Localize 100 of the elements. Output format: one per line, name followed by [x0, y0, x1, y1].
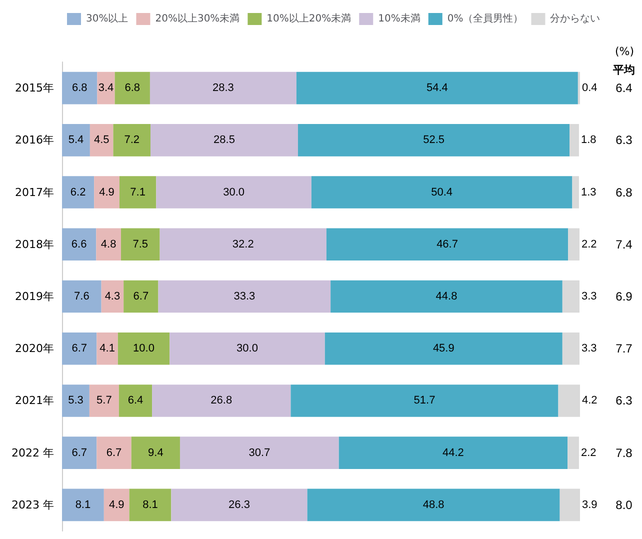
- bar: [113, 124, 150, 156]
- data-label: 7.1: [130, 186, 146, 198]
- data-label: 4.5: [94, 134, 110, 146]
- data-label: 30.0: [236, 342, 258, 355]
- bar: [324, 332, 562, 365]
- bar: [296, 72, 578, 104]
- data-label: 1.8: [580, 134, 596, 146]
- bar: [129, 488, 172, 522]
- y-tick-label: 2015年: [15, 82, 54, 95]
- text: 7.4: [616, 237, 633, 252]
- data-label: 8.1: [75, 498, 91, 511]
- data-label: 26.3: [228, 498, 250, 511]
- bar: [96, 436, 132, 469]
- data-label: 5.7: [96, 394, 112, 407]
- bar: [62, 488, 104, 522]
- data-label: 7.2: [124, 134, 140, 146]
- data-label: 3.3: [581, 342, 597, 355]
- data-label: 0.4: [582, 82, 598, 94]
- y-tick-label: 2018年: [15, 238, 54, 251]
- bar: [101, 280, 124, 313]
- legend-label: 20%以上30%未満: [155, 12, 240, 24]
- data-label: 4.3: [104, 290, 120, 302]
- bar: [62, 332, 97, 365]
- data-label: 30.7: [248, 446, 270, 459]
- bar: [62, 124, 90, 156]
- bar: [90, 124, 114, 156]
- data-label: 6.2: [70, 186, 86, 198]
- data-label: 51.7: [414, 394, 436, 407]
- y-tick-label: 2017年: [15, 186, 54, 199]
- y-tick-label: 2020年: [15, 342, 54, 356]
- bar: [62, 436, 97, 469]
- bar: [558, 384, 580, 417]
- text: 7.8: [616, 446, 633, 460]
- bar: [62, 384, 90, 417]
- data-label: 5.3: [68, 394, 84, 407]
- bar: [114, 72, 150, 104]
- bar: [152, 384, 291, 417]
- data-label: 10.0: [133, 342, 154, 355]
- data-label: 6.8: [72, 82, 88, 94]
- bar: [62, 176, 94, 208]
- bar: [171, 488, 308, 522]
- text: 8.0: [616, 498, 633, 512]
- bar: [131, 436, 180, 469]
- bar: [326, 228, 568, 261]
- data-label: 6.4: [128, 394, 144, 407]
- legend-label: 10%未満: [378, 12, 420, 24]
- data-label: 52.5: [423, 134, 445, 146]
- bar: [118, 332, 170, 365]
- bar: [562, 332, 580, 365]
- bar: [156, 176, 312, 208]
- data-label: 28.5: [214, 134, 235, 146]
- bar: [62, 72, 98, 104]
- data-label: 6.7: [106, 446, 122, 459]
- bar: [560, 488, 580, 522]
- data-label: 7.5: [132, 238, 148, 250]
- bar: [89, 384, 119, 417]
- data-label: 6.7: [72, 342, 87, 355]
- data-label: 3.4: [98, 82, 114, 94]
- data-label: 9.4: [148, 446, 164, 459]
- data-label: 32.2: [232, 238, 254, 250]
- data-label: 6.8: [124, 82, 140, 94]
- data-label: 3.3: [581, 290, 597, 302]
- data-label: 5.4: [68, 134, 84, 146]
- legend-label: 10%以上20%未満: [266, 12, 352, 24]
- bar: [170, 332, 325, 365]
- data-label: 50.4: [431, 186, 453, 198]
- data-label: 6.7: [133, 290, 149, 302]
- data-label: 28.3: [212, 82, 234, 94]
- legend-label: 0%（全員男性）: [447, 12, 524, 24]
- data-label: 44.8: [436, 290, 458, 302]
- y-tick-label: 2021年: [15, 394, 54, 408]
- bar: [307, 488, 560, 522]
- data-label: 45.9: [432, 342, 454, 355]
- data-label: 30.0: [223, 186, 245, 198]
- bar: [62, 280, 102, 313]
- bar: [570, 124, 579, 156]
- legend-label: 分からない: [550, 12, 600, 24]
- bar: [568, 228, 580, 261]
- data-label: 2.2: [581, 238, 597, 250]
- data-label: 3.9: [582, 498, 598, 511]
- legend-label: 30%以上: [86, 12, 128, 24]
- bar: [290, 384, 558, 417]
- text: 6.4: [616, 81, 633, 96]
- data-label: 4.9: [108, 498, 124, 511]
- text: 7.7: [616, 342, 633, 356]
- bar: [150, 72, 296, 104]
- data-label: 4.9: [99, 186, 114, 198]
- y-tick-label: 2022 年: [12, 446, 54, 460]
- y-tick-label: 2019年: [15, 290, 54, 303]
- bar: [150, 124, 298, 156]
- data-label: 2.2: [580, 446, 596, 459]
- data-label: 44.2: [442, 446, 464, 459]
- bar: [96, 332, 118, 365]
- data-label: 26.8: [210, 394, 232, 407]
- text: (%): [614, 45, 634, 58]
- bar: [120, 228, 160, 261]
- bar: [118, 384, 152, 417]
- bar: [562, 280, 580, 313]
- bar: [124, 280, 158, 313]
- data-label: 1.3: [580, 186, 596, 198]
